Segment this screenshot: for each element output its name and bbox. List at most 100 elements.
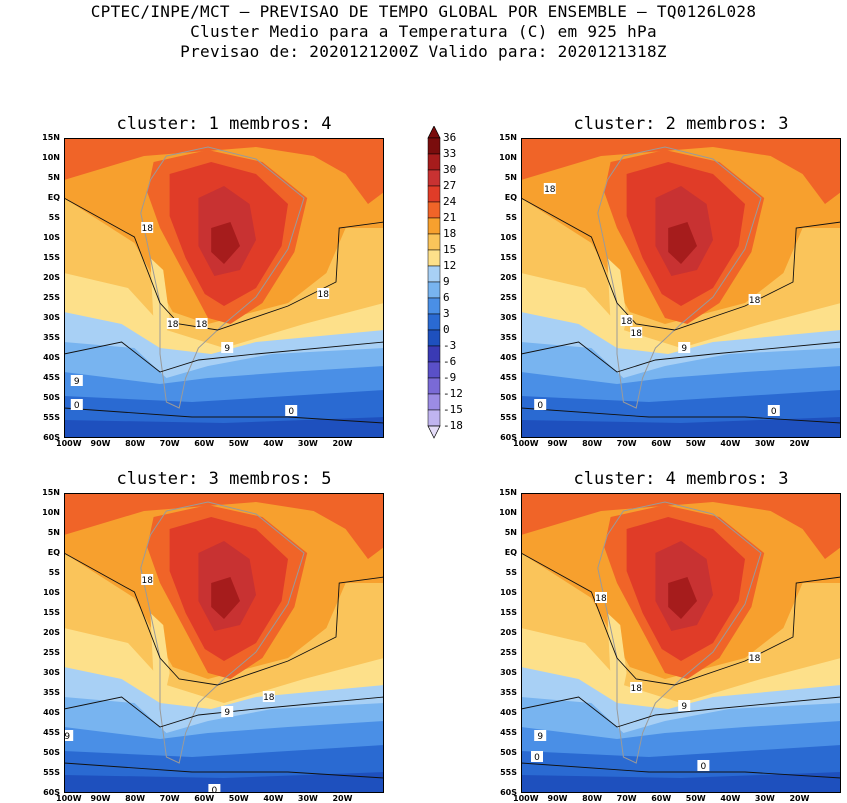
lon-tick-label: 90W xyxy=(90,439,111,448)
contour-label: 0 xyxy=(767,405,780,417)
lat-tick-label: EQ xyxy=(504,548,517,557)
colorbar-label: 24 xyxy=(443,195,457,208)
title-line-1: CPTEC/INPE/MCT – PREVISAO DE TEMPO GLOBA… xyxy=(90,2,757,21)
panel-title-3: cluster: 3 membros: 5 xyxy=(116,469,332,489)
lat-tick-label: 5S xyxy=(505,568,517,577)
lon-tick-label: 70W xyxy=(616,794,637,803)
colorbar-label: 15 xyxy=(443,243,457,256)
lat-tick-label: 25S xyxy=(43,293,60,302)
lat-tick-label: 60S xyxy=(43,788,60,797)
lon-tick-label: 100W xyxy=(56,439,82,448)
colorbar-label: -3 xyxy=(443,339,457,352)
lat-tick-label: 30S xyxy=(500,313,517,322)
lat-tick-label: 5S xyxy=(505,213,517,222)
lon-tick-label: 60W xyxy=(194,439,215,448)
lon-tick-label: 100W xyxy=(513,794,539,803)
contour-label: 0 xyxy=(534,399,547,411)
svg-text:9: 9 xyxy=(537,732,543,742)
lat-tick-label: 10S xyxy=(43,588,60,597)
lon-tick-label: 30W xyxy=(297,794,318,803)
lat-tick-label: 45S xyxy=(500,373,517,382)
contour-label: 9 xyxy=(534,730,547,742)
lon-tick-label: 20W xyxy=(332,794,353,803)
lon-tick-label: 60W xyxy=(194,794,215,803)
svg-text:18: 18 xyxy=(544,185,556,195)
lat-tick-label: 20S xyxy=(500,273,517,282)
lon-tick-label: 80W xyxy=(582,794,603,803)
lat-tick-label: 35S xyxy=(43,333,60,342)
colorbar-label: 6 xyxy=(443,291,450,304)
colorbar-label: -6 xyxy=(443,355,457,368)
contour-label: 9 xyxy=(678,700,691,712)
svg-text:0: 0 xyxy=(212,786,218,793)
lon-tick-label: 40W xyxy=(263,794,284,803)
svg-text:18: 18 xyxy=(749,654,761,664)
svg-text:0: 0 xyxy=(701,762,707,772)
temperature-map-2: 18 18 18 18 9 0 0 xyxy=(521,138,841,438)
contour-label: 18 xyxy=(595,592,607,604)
colorbar-label: 3 xyxy=(443,307,450,320)
contour-label: 18 xyxy=(317,288,330,300)
lat-tick-label: 40S xyxy=(500,353,517,362)
lat-tick-label: 5S xyxy=(48,213,60,222)
lat-tick-label: 55S xyxy=(43,768,60,777)
contour-label: 18 xyxy=(195,318,208,330)
lat-tick-label: 30S xyxy=(500,668,517,677)
temperature-map-4: 18 18 18 9 9 0 0 xyxy=(521,493,841,793)
svg-text:18: 18 xyxy=(141,576,153,586)
lat-tick-label: 5N xyxy=(47,173,60,182)
lon-tick-label: 100W xyxy=(513,439,539,448)
contour-label: 18 xyxy=(543,183,556,195)
contour-label: 9 xyxy=(70,375,83,387)
lat-tick-label: 10N xyxy=(499,153,517,162)
svg-text:18: 18 xyxy=(595,594,607,604)
lat-tick-label: 60S xyxy=(500,433,517,442)
lat-tick-label: 20S xyxy=(500,628,517,637)
colorbar-label: 18 xyxy=(443,227,457,240)
colorbar-label: 21 xyxy=(443,211,457,224)
lat-tick-label: 15N xyxy=(499,488,517,497)
lat-tick-label: 45S xyxy=(500,728,517,737)
svg-text:18: 18 xyxy=(263,693,275,703)
lon-tick-label: 50W xyxy=(228,794,249,803)
colorbar-label: 9 xyxy=(443,275,450,288)
lat-tick-label: 40S xyxy=(43,708,60,717)
lat-tick-label: 55S xyxy=(500,768,517,777)
contour-label: 0 xyxy=(70,399,83,411)
colorbar-label: 36 xyxy=(443,131,457,144)
svg-text:9: 9 xyxy=(64,732,70,742)
lat-tick-label: 30S xyxy=(43,313,60,322)
svg-text:18: 18 xyxy=(141,224,153,234)
contour-label: 0 xyxy=(208,784,221,793)
colorbar-bar xyxy=(427,126,441,439)
lon-tick-label: 60W xyxy=(651,439,672,448)
lon-tick-label: 30W xyxy=(754,794,775,803)
temperature-map-1: 18 18 18 18 9 9 0 0 xyxy=(64,138,384,438)
lon-tick-label: 50W xyxy=(685,794,706,803)
svg-text:0: 0 xyxy=(537,401,543,411)
svg-text:18: 18 xyxy=(749,296,761,306)
lat-tick-label: EQ xyxy=(47,548,60,557)
lon-tick-label: 40W xyxy=(263,439,284,448)
lat-tick-label: 20S xyxy=(43,628,60,637)
svg-text:0: 0 xyxy=(74,401,80,411)
contour-label: 9 xyxy=(221,706,234,718)
colorbar-label: 0 xyxy=(443,323,450,336)
lat-tick-label: 30S xyxy=(43,668,60,677)
contour-label: 18 xyxy=(620,315,633,327)
lat-tick-label: 25S xyxy=(500,648,517,657)
contour-label: 18 xyxy=(630,682,643,694)
lon-tick-label: 60W xyxy=(651,794,672,803)
svg-text:9: 9 xyxy=(224,708,230,718)
lon-tick-label: 100W xyxy=(56,794,82,803)
lon-tick-label: 40W xyxy=(720,439,741,448)
lat-tick-label: 50S xyxy=(500,748,517,757)
lat-tick-label: 60S xyxy=(500,788,517,797)
lat-tick-label: 50S xyxy=(43,748,60,757)
panel-title-4: cluster: 4 membros: 3 xyxy=(573,469,789,489)
contour-label: 9 xyxy=(678,342,691,354)
lat-tick-label: 40S xyxy=(500,708,517,717)
lat-tick-label: 55S xyxy=(43,413,60,422)
lon-tick-label: 70W xyxy=(159,439,180,448)
title-line-2: Cluster Medio para a Temperatura (C) em … xyxy=(190,22,657,41)
